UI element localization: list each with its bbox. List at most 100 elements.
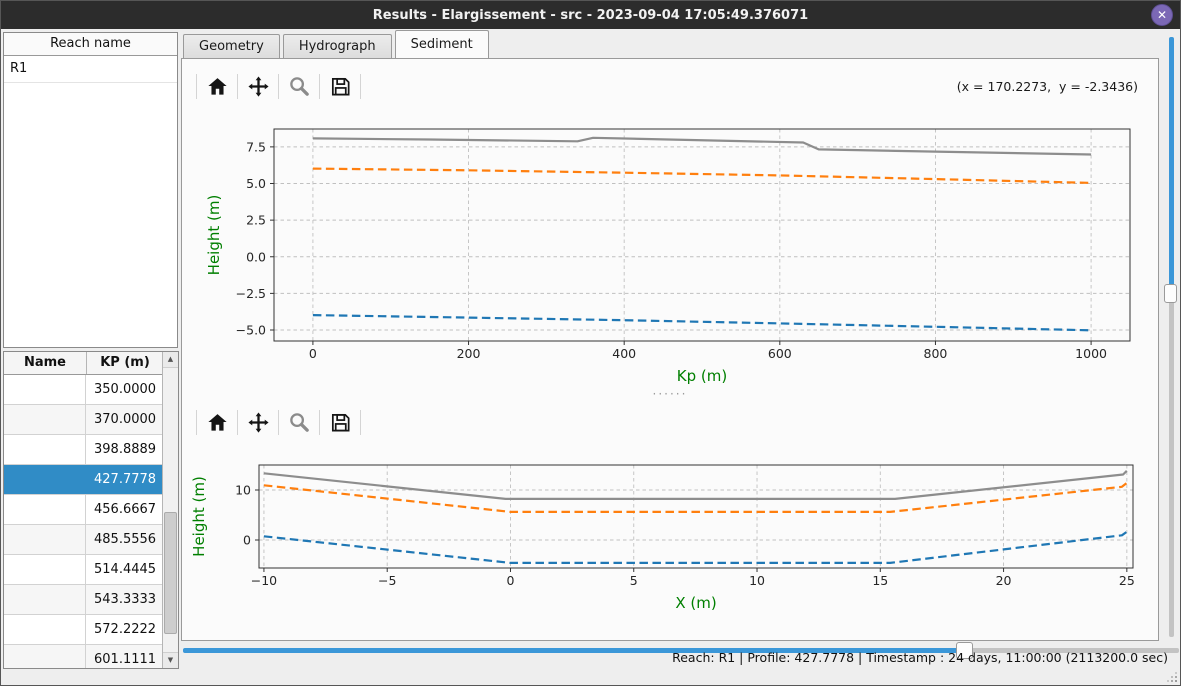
toolbar-separator <box>278 73 279 99</box>
pan-button[interactable] <box>242 407 274 437</box>
home-icon <box>207 413 227 431</box>
cell-name[interactable] <box>4 405 86 434</box>
splitter-handle[interactable]: ······ <box>652 387 688 401</box>
svg-text:600: 600 <box>768 346 792 361</box>
cell-name[interactable] <box>4 615 86 644</box>
vertical-slider-filled-track[interactable] <box>1169 37 1174 293</box>
reach-list-header: Reach name <box>4 33 177 56</box>
svg-text:20: 20 <box>996 573 1012 588</box>
status-text: Reach: R1 | Profile: 427.7778 | Timestam… <box>672 650 1168 665</box>
pan-button[interactable] <box>242 71 274 101</box>
svg-text:5: 5 <box>630 573 638 588</box>
cell-kp[interactable]: 456.6667 <box>94 502 157 517</box>
pan-icon <box>247 411 269 433</box>
table-row[interactable]: 514.4445 <box>4 555 178 585</box>
scrollbar-thumb[interactable] <box>164 512 177 634</box>
home-button[interactable] <box>201 71 233 101</box>
tab-sediment[interactable]: Sediment <box>394 30 489 58</box>
reach-list-panel: Reach name R1 <box>3 32 178 348</box>
tab-bar: Geometry Hydrograph Sediment <box>183 30 492 58</box>
cell-kp[interactable]: 601.1111 <box>94 652 157 667</box>
save-button[interactable] <box>324 71 356 101</box>
svg-text:10: 10 <box>235 483 251 498</box>
cell-name[interactable] <box>4 435 86 464</box>
table-row[interactable]: 572.2222 <box>4 615 178 645</box>
column-header-kp[interactable]: KP (m) <box>100 355 150 370</box>
cell-kp[interactable]: 543.3333 <box>94 592 157 607</box>
tab-hydrograph[interactable]: Hydrograph <box>282 34 392 58</box>
table-row[interactable]: 456.6667 <box>4 495 178 525</box>
tab-geometry[interactable]: Geometry <box>183 34 280 58</box>
cell-kp[interactable]: 370.0000 <box>94 412 157 427</box>
toolbar-separator <box>319 73 320 99</box>
table-row[interactable]: 398.8889 <box>4 435 178 465</box>
table-row[interactable]: 370.0000 <box>4 405 178 435</box>
cell-kp[interactable]: 427.7778 <box>94 472 157 487</box>
cell-kp[interactable]: 572.2222 <box>94 622 157 637</box>
cross-section-chart[interactable]: −10 −5 0 5 10 15 20 25 0 10 X (m) Height (m) <box>184 450 1154 620</box>
series-orange-dashed <box>312 167 1092 184</box>
svg-text:0.0: 0.0 <box>246 249 266 264</box>
svg-text:Height (m): Height (m) <box>190 476 208 557</box>
svg-text:800: 800 <box>924 346 948 361</box>
cell-name[interactable] <box>4 495 86 524</box>
reach-list-item[interactable]: R1 <box>4 56 177 83</box>
cell-kp[interactable]: 398.8889 <box>94 442 157 457</box>
cell-kp[interactable]: 350.0000 <box>94 382 157 397</box>
reach-list: R1 <box>4 56 177 83</box>
cell-name[interactable] <box>4 465 86 494</box>
save-icon <box>331 413 350 432</box>
profile-slider-vertical[interactable] <box>1163 37 1180 637</box>
close-button[interactable]: ✕ <box>1151 4 1173 26</box>
horizontal-slider-handle[interactable] <box>956 642 973 659</box>
resize-grip[interactable] <box>1167 672 1177 682</box>
vertical-slider-handle[interactable] <box>1164 284 1177 303</box>
plot-toolbar-bottom <box>192 405 365 439</box>
plot-toolbar-top <box>192 69 365 103</box>
cell-name[interactable] <box>4 585 86 614</box>
svg-text:−10: −10 <box>251 573 277 588</box>
cell-kp[interactable]: 485.5556 <box>94 532 157 547</box>
table-row[interactable]: 543.3333 <box>4 585 178 615</box>
cell-name[interactable] <box>4 555 86 584</box>
vertical-slider-empty-track[interactable] <box>1169 293 1174 637</box>
time-slider-horizontal[interactable] <box>183 642 1179 659</box>
cell-name[interactable] <box>4 525 86 554</box>
column-header-name[interactable]: Name <box>4 352 87 374</box>
svg-text:−2.5: −2.5 <box>236 286 266 301</box>
cell-name[interactable] <box>4 375 86 404</box>
horizontal-slider-empty-track[interactable] <box>964 648 1179 653</box>
longitudinal-profile-chart[interactable]: 0 200 400 600 800 1000 7.5 5.0 2.5 0.0 −2.5 −5.0 Kp … <box>184 109 1154 396</box>
toolbar-separator <box>196 409 197 435</box>
svg-text:2.5: 2.5 <box>246 213 266 228</box>
kp-table-body: 350.0000 370.0000 398.8889 427.7778 456.6667… <box>4 375 178 668</box>
cell-kp[interactable]: 514.4445 <box>94 562 157 577</box>
scroll-up-arrow-icon[interactable]: ▲ <box>163 352 178 368</box>
table-row[interactable]: 485.5556 <box>4 525 178 555</box>
status-bar: Reach: R1 | Profile: 427.7778 | Timestam… <box>656 635 1168 680</box>
scroll-down-arrow-icon[interactable]: ▼ <box>163 652 178 668</box>
kp-table-header: Name KP (m) <box>4 352 178 375</box>
table-row[interactable]: 601.1111 <box>4 645 178 668</box>
toolbar-separator <box>237 409 238 435</box>
sediment-tab-panel: (x = 170.2273, y = -2.3436) 0 200 400 600 80… <box>181 58 1159 641</box>
series-gray-solid <box>312 136 1092 156</box>
titlebar[interactable]: Results - Elargissement - src - 2023-09-… <box>1 1 1180 29</box>
kp-table-scrollbar[interactable]: ▲ ▼ <box>162 352 178 668</box>
zoom-button[interactable] <box>283 71 315 101</box>
toolbar-separator <box>319 409 320 435</box>
close-icon: ✕ <box>1156 7 1168 22</box>
table-row[interactable]: 427.7778 <box>4 465 178 495</box>
save-button[interactable] <box>324 407 356 437</box>
svg-text:7.5: 7.5 <box>246 139 266 154</box>
table-row[interactable]: 350.0000 <box>4 375 178 405</box>
home-button[interactable] <box>201 407 233 437</box>
svg-text:400: 400 <box>612 346 636 361</box>
series-gray-solid <box>263 470 1128 501</box>
toolbar-separator <box>196 73 197 99</box>
cell-name[interactable] <box>4 645 86 668</box>
svg-text:0: 0 <box>243 533 251 548</box>
horizontal-slider-filled-track[interactable] <box>183 648 964 653</box>
zoom-button[interactable] <box>283 407 315 437</box>
